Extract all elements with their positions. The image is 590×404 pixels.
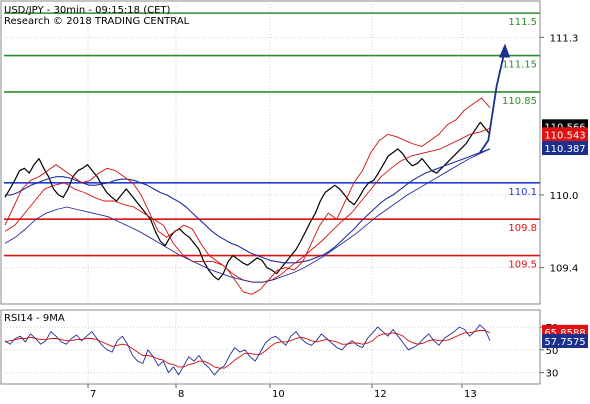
price-series-line — [4, 121, 491, 281]
rsi-tag-label: 57.7575 — [544, 337, 585, 348]
price-tag-label: 110.543 — [544, 130, 585, 141]
x-tick-label: 13 — [464, 389, 477, 400]
level-label: 110.85 — [502, 96, 537, 107]
support-resistance-levels: 111.5 111.15 110.85 110.1 109.8 109.5 — [4, 12, 540, 271]
price-tick-label: 109.4 — [550, 264, 579, 275]
price-tag-box — [542, 141, 588, 156]
price-series-line — [5, 148, 491, 264]
level-label: 109.8 — [508, 223, 537, 234]
x-axis-ticks: 7 8 10 12 13 — [87, 384, 477, 400]
level-label: 111.15 — [502, 60, 537, 71]
rsi-tag-box — [542, 334, 588, 349]
rsi-series — [4, 324, 491, 376]
chart-subtitle: Research © 2018 TRADING CENTRAL — [4, 16, 190, 27]
x-tick-label: 10 — [272, 389, 285, 400]
price-tag-label: 110.387 — [544, 144, 585, 155]
level-label: 109.5 — [508, 260, 537, 271]
x-tick-label: 7 — [90, 389, 96, 400]
price-axis-ticks: 111.3 110.0 109.4 — [540, 33, 579, 275]
rsi-tag-label: 65.8588 — [544, 328, 585, 339]
price-series-line — [479, 49, 506, 154]
x-tick-label: 8 — [178, 389, 184, 400]
price-series-line — [4, 97, 491, 295]
level-label: 110.1 — [508, 187, 537, 198]
level-label: 111.5 — [508, 17, 537, 28]
forecast-arrow-head — [499, 43, 510, 58]
price-tick-label: 111.3 — [550, 33, 579, 44]
rsi-title: RSI14 - 9MA — [4, 313, 65, 324]
price-tick-label: 110.0 — [550, 191, 579, 202]
chart-title: USD/JPY - 30min - 09:15:18 (CET) — [4, 5, 171, 16]
x-tick-label: 12 — [374, 389, 387, 400]
price-tag-box — [542, 127, 588, 142]
rsi-tick-label: 30 — [546, 369, 559, 380]
price-series — [4, 43, 510, 295]
price-series-line — [4, 148, 491, 283]
rsi-series-line — [4, 330, 491, 369]
rsi-tick-label: 50 — [546, 346, 559, 357]
price-gridlines — [1, 1, 540, 304]
